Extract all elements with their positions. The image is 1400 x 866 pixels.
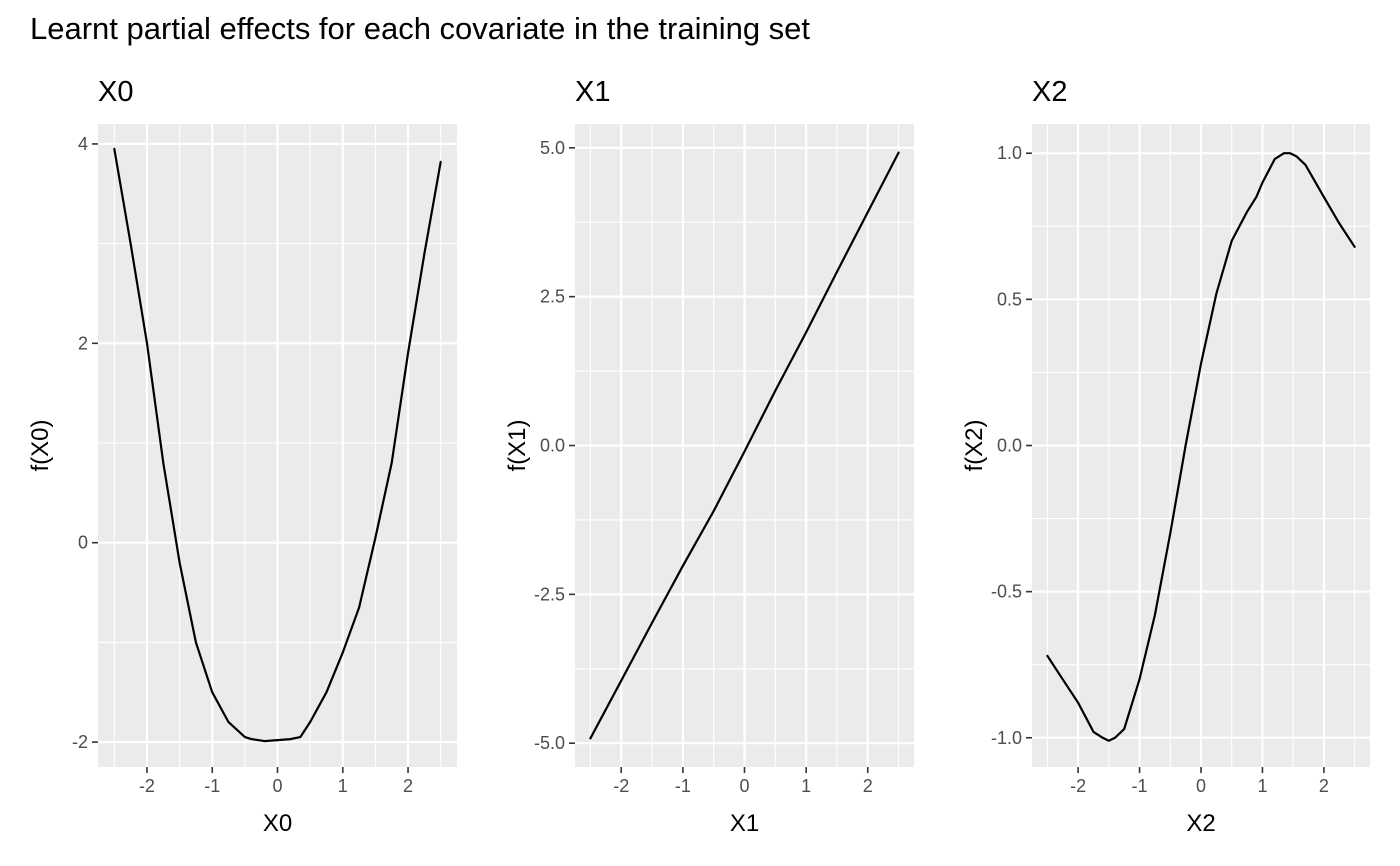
panel-x0-x-tick-label: 0 [272, 776, 282, 796]
panel-x2-y-tick-label: 1.0 [997, 143, 1022, 163]
panel-x1-y-tick-label: -5.0 [534, 733, 565, 753]
panel-x2-y-tick-label: 0.5 [997, 289, 1022, 309]
panel-x1-y-axis-title: f(X1) [504, 419, 531, 471]
panel-x1-x-tick-label: -1 [675, 776, 691, 796]
panel-x2-x-tick-label: 0 [1196, 776, 1206, 796]
panel-x1-x-tick-label: 0 [739, 776, 749, 796]
panel-x2: -2 -1 0 1 2 -1.0 -0.5 0.0 0.5 1.0 X2 X2 f(X2) [961, 76, 1370, 837]
panel-x1-x-tick-label: 2 [863, 776, 873, 796]
panel-x2-x-tick-label: -1 [1132, 776, 1148, 796]
panel-x2-y-tick-label: -1.0 [991, 728, 1022, 748]
panel-x0-y-axis-title: f(X0) [27, 419, 54, 471]
panel-x0-line [113, 147, 442, 743]
panel-x2-y-tick-label: -0.5 [991, 582, 1022, 602]
panel-x2-x-tick-label: 2 [1319, 776, 1329, 796]
panel-x2-title: X2 [1032, 76, 1067, 108]
panel-x0-y-tick-label: 0 [78, 533, 88, 553]
panel-x2-y-tick-label: 0.0 [997, 436, 1022, 456]
panel-x1: -2 -1 0 1 2 -5.0 -2.5 0.0 2.5 5.0 X1 X1 f(X1) [504, 76, 914, 837]
panel-x2-y-axis-title: f(X2) [961, 419, 988, 471]
panel-x2-x-axis-title: X2 [1186, 810, 1215, 837]
panel-x0-y-tick-label: 4 [78, 134, 88, 154]
panel-x0-x-tick-label: 1 [338, 776, 348, 796]
panel-x0-y-tick-label: -2 [72, 732, 88, 752]
panel-x1-title: X1 [575, 76, 610, 108]
panel-x1-y-tick-label: 5.0 [540, 138, 565, 158]
panel-x0-x-tick-label: 2 [403, 776, 413, 796]
panel-x1-y-tick-label: 2.5 [540, 287, 565, 307]
panel-x1-x-axis-title: X1 [730, 810, 759, 837]
panel-x0-x-tick-label: -1 [204, 776, 220, 796]
panel-x0: -2 -1 0 1 2 -2 0 2 4 X0 X0 f(X0) [27, 76, 457, 837]
panel-x0-x-tick-label: -2 [139, 776, 155, 796]
panel-x1-x-tick-label: -2 [613, 776, 629, 796]
panel-x1-y-tick-label: -2.5 [534, 584, 565, 604]
panel-x2-x-tick-label: -2 [1070, 776, 1086, 796]
panel-x0-title: X0 [98, 76, 133, 108]
panel-x1-line [589, 151, 900, 740]
panel-x0-x-axis-title: X0 [263, 810, 292, 837]
panel-x1-y-tick-label: 0.0 [540, 436, 565, 456]
panel-x0-y-tick-label: 2 [78, 333, 88, 353]
figure-title: Learnt partial effects for each covariat… [30, 11, 811, 46]
panel-x1-x-tick-label: 1 [801, 776, 811, 796]
panel-x2-x-tick-label: 1 [1257, 776, 1267, 796]
panel-x2-line [1046, 152, 1356, 742]
